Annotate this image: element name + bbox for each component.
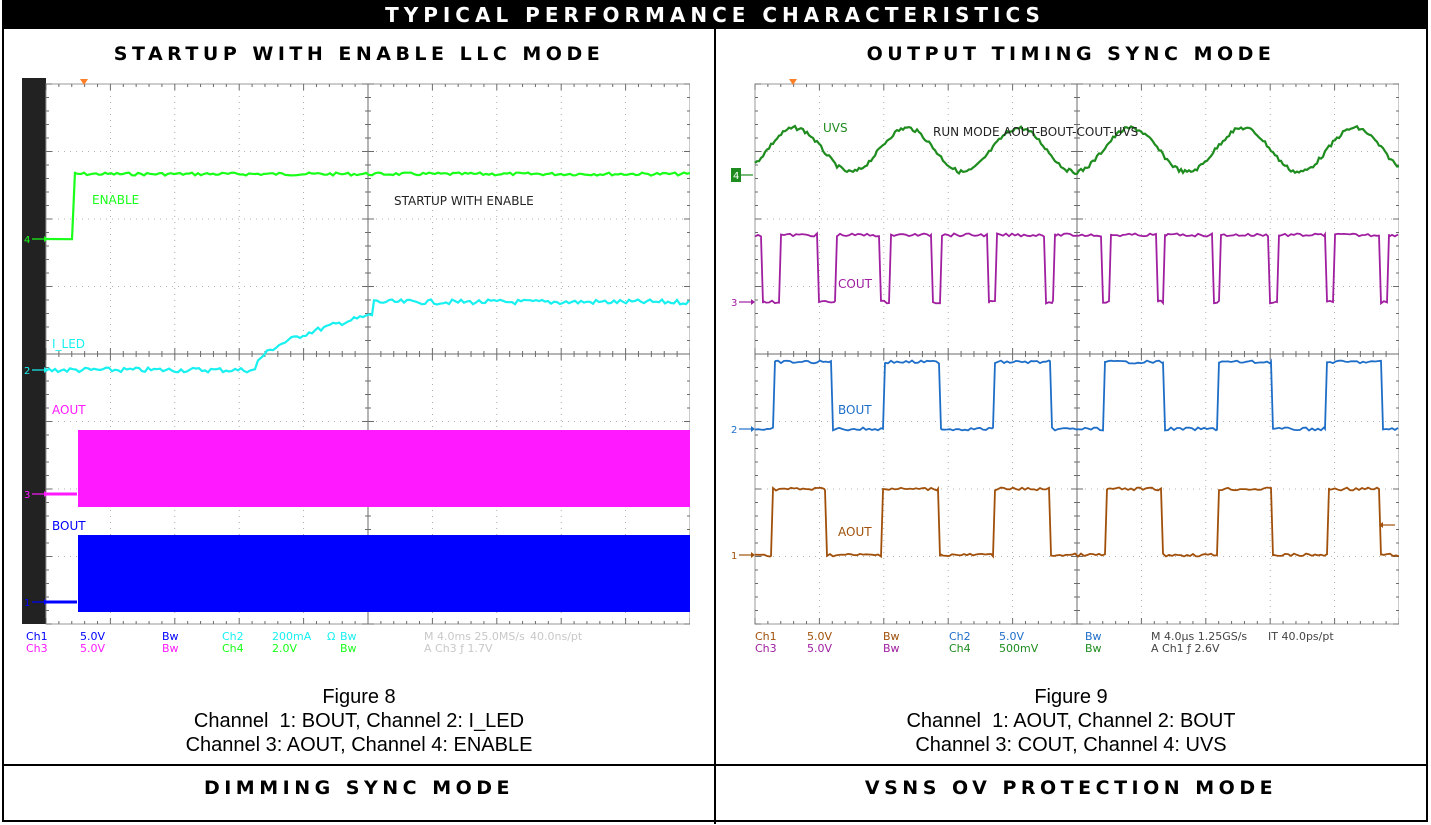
ch3-label: AOUT [52, 403, 86, 417]
readout-row1-field: M 4.0µs 1.25GS/s [1151, 630, 1247, 643]
fig8-caption-line1: Channel 1: BOUT, Channel 2: I_LED [193, 710, 525, 732]
ch4-label: UVS [823, 121, 848, 135]
section-banner: TYPICAL PERFORMANCE CHARACTERISTICS [4, 2, 1426, 29]
scope-title: RUN MODE AOUT-BOUT-COUT-UVS [933, 125, 1138, 139]
readout-row2-field: A Ch1 ƒ 2.6V [1151, 642, 1220, 655]
readout-row2-field: Bw [1085, 642, 1102, 655]
column-divider [714, 29, 716, 824]
ch4-marker-number: 4 [24, 235, 30, 246]
ch3-cout-trace [754, 231, 1399, 306]
ch1-bout-band [78, 535, 690, 612]
ch2-marker-number: 2 [24, 366, 30, 377]
readout-row1-field: Ch2 [949, 630, 971, 643]
readout-row1-field: 5.0V [80, 630, 105, 643]
ch2-label: BOUT [838, 403, 872, 417]
readout-row1-field: Bw [340, 630, 357, 643]
readout-row1-field: 5.0V [807, 630, 832, 643]
bottom-left-heading: DIMMING SYNC MODE [203, 777, 515, 799]
readout-row1-field: 40.0ns/pt [530, 630, 583, 643]
trigger-position-marker [789, 79, 797, 85]
ch2-iled-trace [45, 298, 690, 374]
readout-row2-field: 5.0V [807, 642, 832, 655]
ch1-aout-trace [754, 485, 1399, 559]
trigger-level-arrow [1379, 522, 1383, 528]
ch3-aout-band [78, 430, 690, 507]
ch3-marker-arrow-head [751, 299, 755, 305]
readout-row2-field: Ch3 [26, 642, 48, 655]
ch3-marker-arrow-head [44, 491, 48, 497]
readout-row2-field: A Ch3 ƒ 1.7V [424, 642, 493, 655]
ch2-bout-trace [754, 358, 1399, 432]
readout-row1-field: Bw [162, 630, 179, 643]
ch3-marker-number: 3 [24, 490, 30, 501]
bottom-right-heading: VSNS OV PROTECTION MODE [864, 777, 1278, 799]
fig8-figure-label: Figure 8 [322, 686, 396, 708]
scope-title: STARTUP WITH ENABLE [394, 194, 534, 208]
scope-side-strip [22, 78, 46, 624]
readout-row1-field: Ch2 [222, 630, 244, 643]
readout-row1-field: Ch1 [755, 630, 777, 643]
fig9-scope: UVS 4 COUT 3 BOUT 2 AOUT 1 RUN MODE AOUT-BOUT-CO… [731, 78, 1399, 666]
ch1-marker-number: 1 [731, 551, 737, 562]
ch1-marker-number: 1 [24, 598, 30, 609]
readout-row1-field: Ch1 [26, 630, 48, 643]
readout-row2-field: 500mV [999, 642, 1039, 655]
readout-row1-field: Ω [327, 630, 335, 643]
ch1-label: BOUT [52, 519, 86, 533]
readout-row2-field: Bw [340, 642, 357, 655]
readout-row1-field: Bw [883, 630, 900, 643]
readout-row2-field: Ch4 [222, 642, 244, 655]
fig8-caption: Figure 8 Channel 1: BOUT, Channel 2: I_L… [4, 685, 714, 757]
ch2-label: I_LED [52, 337, 85, 351]
ch1-label: AOUT [838, 525, 872, 539]
readout-row1-field: M 4.0ms 25.0MS/s [424, 630, 525, 643]
readout-row1-field: Bw [1085, 630, 1102, 643]
ch3-marker-number: 3 [731, 298, 737, 309]
fig8-scope: ENABLE 4 I_LED 2 AOUT 3 BOUT 1 STARTUP WITH ENAB… [22, 78, 690, 666]
ch4-enable-trace [45, 171, 690, 241]
readout-row2-field: Ch3 [755, 642, 777, 655]
readout-row1-field: IT 40.0ps/pt [1268, 630, 1334, 643]
readout-row2-field: Bw [162, 642, 179, 655]
fig9-figure-label: Figure 9 [1034, 686, 1108, 708]
fig9-heading: OUTPUT TIMING SYNC MODE [866, 43, 1276, 65]
fig8-oscilloscope-plot: ENABLE 4 I_LED 2 AOUT 3 BOUT 1 STARTUP WITH ENAB… [22, 78, 690, 655]
fig9-caption: Figure 9 Channel 1: AOUT, Channel 2: BOU… [716, 685, 1426, 757]
readout-row2-field: Ch4 [949, 642, 971, 655]
ch4-label: ENABLE [92, 193, 139, 207]
ch2-marker-arrow-head [44, 367, 48, 373]
ch4-marker-number: 4 [733, 171, 739, 182]
row-divider [4, 764, 1426, 766]
readout-row2-field: 5.0V [80, 642, 105, 655]
fig9-caption-line2: Channel 3: COUT, Channel 4: UVS [915, 734, 1227, 756]
readout-row2-field: 2.0V [272, 642, 297, 655]
ch4-marker-box [731, 168, 741, 182]
ch3-label: COUT [838, 277, 873, 291]
ch2-marker-number: 2 [731, 425, 737, 436]
fig8-heading: STARTUP WITH ENABLE LLC MODE [113, 43, 605, 65]
readout-row1-field: 5.0V [999, 630, 1024, 643]
readout-row1-field: 200mA [272, 630, 312, 643]
fig9-oscilloscope-plot: UVS 4 COUT 3 BOUT 2 AOUT 1 RUN MODE AOUT-BOUT-CO… [731, 79, 1399, 655]
readout-row2-field: Bw [883, 642, 900, 655]
ch4-uvs-trace [754, 124, 1399, 176]
ch4-marker-arrow-head [44, 236, 48, 242]
ch1-marker-arrow-head [751, 552, 755, 558]
fig9-caption-line1: Channel 1: AOUT, Channel 2: BOUT [906, 710, 1236, 732]
ch1-marker-arrow-head [44, 599, 48, 605]
ch2-marker-arrow-head [751, 426, 755, 432]
trigger-position-marker [80, 79, 88, 85]
fig8-caption-line2: Channel 3: AOUT, Channel 4: ENABLE [185, 734, 533, 756]
